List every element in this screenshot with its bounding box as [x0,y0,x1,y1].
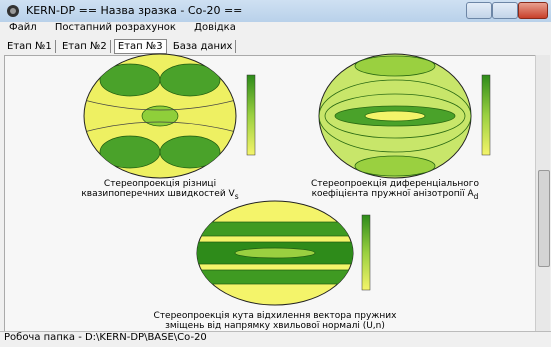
status-text: Робоча папка - D:\KERN-DP\BASE\Co-20 [4,332,207,343]
tab-bar: Етап №1 Етап №2 Етап №3 База даних [4,39,237,54]
title-bar: KERN-DP == Назва зразка - Co-20 == [0,0,551,22]
plot-caption: Стереопроекція кута відхилення вектора п… [145,311,405,331]
menu-item[interactable]: Файл [9,22,37,33]
caption-subscript: d [473,191,479,201]
tab[interactable]: Етап №3 [113,39,167,54]
maximize-button[interactable] [492,2,518,19]
status-bar: Робоча папка - D:\KERN-DP\BASE\Co-20 [0,331,551,347]
contour-plot [196,200,371,306]
scrollbar[interactable] [535,55,550,332]
plot-caption: Стереопроекція різниці квазипоперечних ш… [60,179,260,202]
caption-text: квазипоперечних швидкостей V [81,189,235,199]
menu-item[interactable]: Довідка [194,22,236,33]
menu-item[interactable]: Постапний розрахунок [54,22,176,33]
tab[interactable]: Етап №2 [59,40,111,53]
caption-line: коефіцієнта пружної анізотропії Ad [295,189,495,202]
plot-caption: Стереопроекція диференціального коефіціє… [295,179,495,202]
close-button[interactable] [518,2,548,19]
window-title: KERN-DP == Назва зразка - Co-20 == [26,4,243,17]
minimize-button[interactable] [466,2,492,19]
contour-plot [83,53,256,179]
contour-plot [318,53,491,179]
tab[interactable]: Етап №1 [4,40,56,53]
caption-subscript: s [234,191,239,201]
menu-bar: Файл Постапний розрахунок Довідка [0,22,551,37]
caption-line: квазипоперечних швидкостей Vs [60,189,260,202]
caption-line: Стереопроекція диференціального [310,179,480,189]
caption-text: коефіцієнта пружної анізотропії A [311,189,474,199]
caption-line: Стереопроекція кута відхилення вектора п… [153,311,397,321]
tab[interactable]: База даних [170,40,237,53]
app-icon [7,5,19,17]
caption-line: зміщень від напрямку хвильової нормалі (… [165,321,385,331]
caption-line: Стереопроекція різниці [103,179,217,189]
scroll-thumb[interactable] [538,170,550,267]
